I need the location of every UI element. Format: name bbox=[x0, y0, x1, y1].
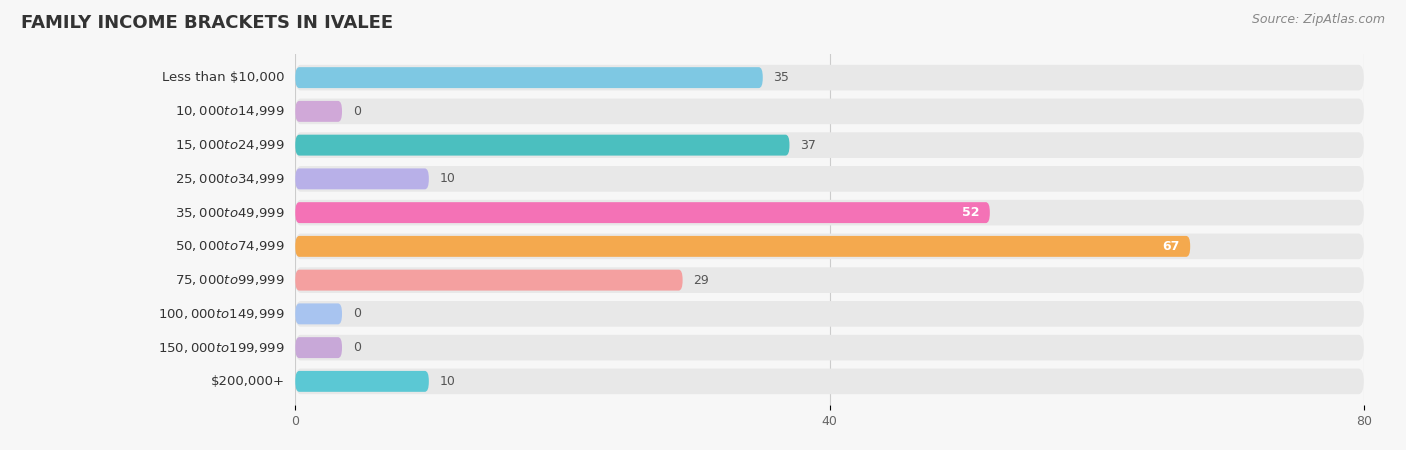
Text: $150,000 to $199,999: $150,000 to $199,999 bbox=[157, 341, 284, 355]
FancyBboxPatch shape bbox=[295, 337, 342, 358]
FancyBboxPatch shape bbox=[295, 369, 1364, 394]
FancyBboxPatch shape bbox=[295, 270, 683, 291]
Text: FAMILY INCOME BRACKETS IN IVALEE: FAMILY INCOME BRACKETS IN IVALEE bbox=[21, 14, 394, 32]
FancyBboxPatch shape bbox=[295, 301, 1364, 327]
Text: 10: 10 bbox=[440, 172, 456, 185]
FancyBboxPatch shape bbox=[295, 99, 1364, 124]
FancyBboxPatch shape bbox=[295, 132, 1364, 158]
Text: 67: 67 bbox=[1163, 240, 1180, 253]
Text: 37: 37 bbox=[800, 139, 815, 152]
Text: 29: 29 bbox=[693, 274, 709, 287]
Text: $25,000 to $34,999: $25,000 to $34,999 bbox=[174, 172, 284, 186]
FancyBboxPatch shape bbox=[295, 234, 1364, 259]
Text: 0: 0 bbox=[353, 105, 361, 118]
FancyBboxPatch shape bbox=[295, 200, 1364, 225]
FancyBboxPatch shape bbox=[295, 267, 1364, 293]
FancyBboxPatch shape bbox=[295, 303, 342, 324]
Text: $200,000+: $200,000+ bbox=[211, 375, 284, 388]
Text: 10: 10 bbox=[440, 375, 456, 388]
FancyBboxPatch shape bbox=[295, 101, 342, 122]
Text: $35,000 to $49,999: $35,000 to $49,999 bbox=[174, 206, 284, 220]
FancyBboxPatch shape bbox=[295, 335, 1364, 360]
Text: 52: 52 bbox=[962, 206, 979, 219]
Text: 0: 0 bbox=[353, 341, 361, 354]
FancyBboxPatch shape bbox=[295, 236, 1191, 257]
FancyBboxPatch shape bbox=[295, 135, 790, 156]
Text: $50,000 to $74,999: $50,000 to $74,999 bbox=[174, 239, 284, 253]
Text: $75,000 to $99,999: $75,000 to $99,999 bbox=[174, 273, 284, 287]
FancyBboxPatch shape bbox=[295, 202, 990, 223]
Text: $10,000 to $14,999: $10,000 to $14,999 bbox=[174, 104, 284, 118]
Text: 35: 35 bbox=[773, 71, 789, 84]
Text: $100,000 to $149,999: $100,000 to $149,999 bbox=[157, 307, 284, 321]
FancyBboxPatch shape bbox=[295, 67, 762, 88]
Text: 0: 0 bbox=[353, 307, 361, 320]
Text: Less than $10,000: Less than $10,000 bbox=[162, 71, 284, 84]
FancyBboxPatch shape bbox=[295, 371, 429, 392]
FancyBboxPatch shape bbox=[295, 168, 429, 189]
Text: $15,000 to $24,999: $15,000 to $24,999 bbox=[174, 138, 284, 152]
FancyBboxPatch shape bbox=[295, 166, 1364, 192]
FancyBboxPatch shape bbox=[295, 65, 1364, 90]
Text: Source: ZipAtlas.com: Source: ZipAtlas.com bbox=[1251, 14, 1385, 27]
